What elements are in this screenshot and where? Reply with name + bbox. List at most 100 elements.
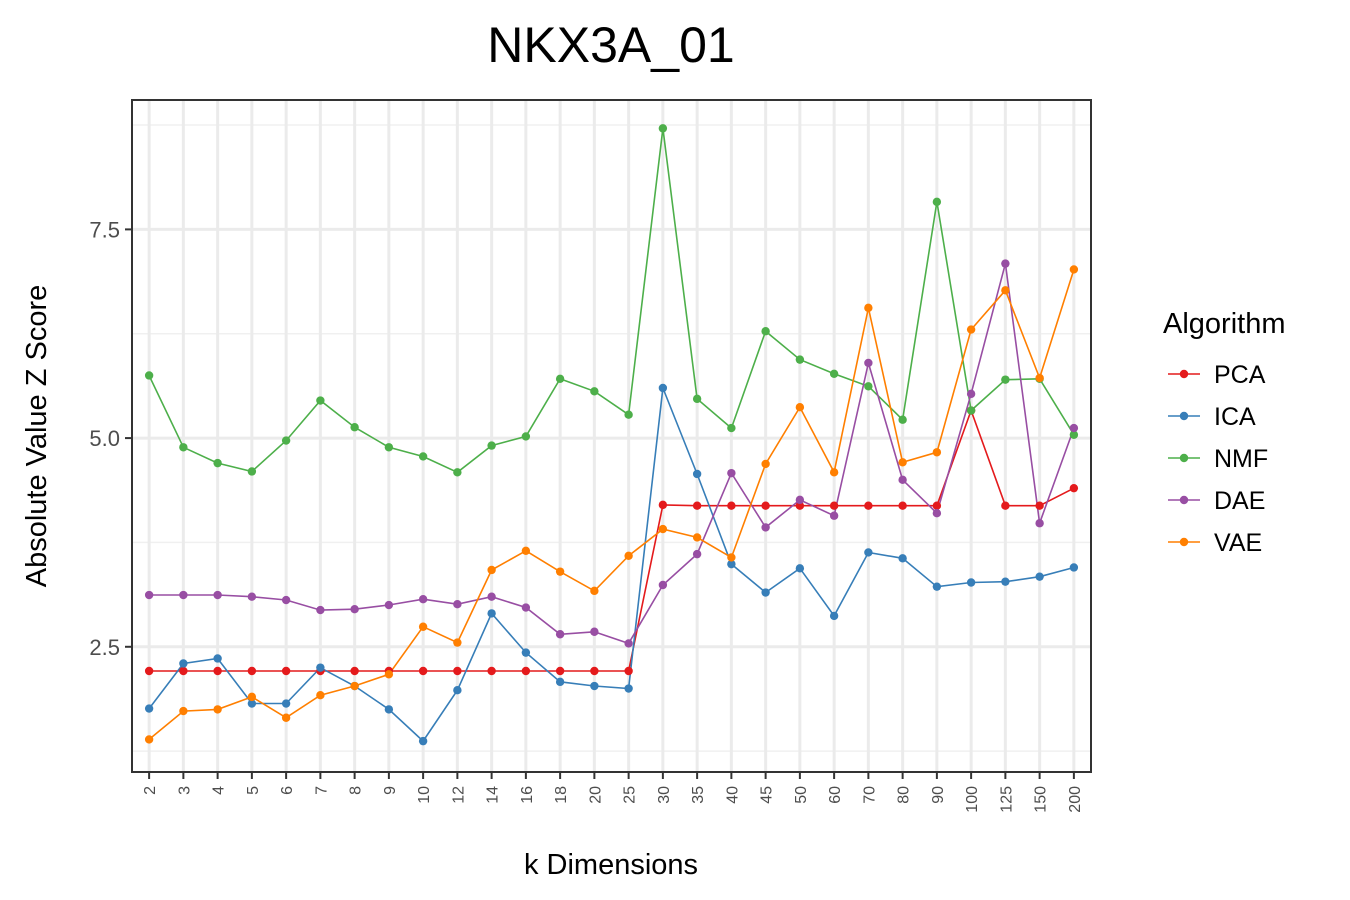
point-nmf-6 — [281, 436, 291, 445]
point-pca-16 — [521, 666, 531, 676]
point-nmf-60 — [829, 369, 839, 379]
point-dae-40 — [727, 468, 736, 478]
x-tick-label: 80 — [896, 786, 913, 804]
x-tick-label: 10 — [416, 786, 433, 804]
legend-title: Algorithm — [1163, 308, 1286, 340]
point-vae-90 — [932, 448, 942, 457]
point-dae-18 — [555, 630, 565, 639]
point-vae-14 — [487, 565, 496, 575]
point-vae-70 — [864, 303, 873, 313]
point-pca-90 — [932, 501, 942, 510]
point-pca-20 — [590, 666, 599, 676]
point-pca-6 — [281, 666, 291, 676]
point-nmf-50 — [795, 355, 805, 364]
point-pca-18 — [555, 666, 565, 676]
series-line-dae — [149, 263, 1075, 645]
point-nmf-5 — [247, 467, 257, 476]
point-pca-3 — [179, 666, 188, 676]
point-dae-20 — [590, 627, 599, 636]
point-pca-10 — [418, 666, 428, 676]
point-pca-45 — [761, 501, 770, 510]
point-nmf-70 — [864, 382, 873, 391]
x-tick-label: 3 — [176, 786, 193, 795]
point-dae-7 — [316, 605, 325, 615]
x-tick-label: 7 — [313, 786, 330, 795]
legend-key-point-pca — [1179, 369, 1189, 379]
legend-label-nmf: NMF — [1214, 445, 1268, 473]
legend-label-pca: PCA — [1214, 361, 1266, 389]
point-ica-7 — [316, 663, 325, 672]
point-dae-150 — [1035, 519, 1044, 528]
point-vae-80 — [898, 458, 907, 467]
legend-key-point-vae — [1179, 537, 1189, 547]
point-ica-18 — [555, 677, 565, 687]
point-ica-14 — [487, 609, 496, 618]
point-nmf-100 — [966, 406, 976, 415]
point-vae-100 — [966, 325, 976, 334]
point-ica-35 — [692, 469, 702, 479]
series-layer — [144, 124, 1079, 746]
point-vae-150 — [1035, 373, 1044, 383]
point-dae-12 — [453, 600, 462, 609]
y-axis-title: Absolute Value Z Score — [21, 285, 53, 588]
point-dae-10 — [418, 595, 428, 604]
point-nmf-200 — [1069, 430, 1079, 439]
point-nmf-35 — [692, 394, 702, 404]
point-dae-6 — [281, 595, 291, 605]
point-ica-4 — [213, 654, 222, 663]
point-vae-125 — [1001, 286, 1010, 295]
x-tick-label: 4 — [211, 786, 228, 795]
point-nmf-8 — [350, 423, 359, 432]
y-tick-label: 7.5 — [89, 217, 120, 242]
point-nmf-10 — [418, 452, 428, 461]
x-tick-label: 8 — [348, 786, 365, 795]
point-ica-70 — [864, 548, 873, 557]
point-dae-80 — [898, 475, 907, 485]
point-pca-12 — [453, 666, 462, 676]
point-dae-100 — [966, 389, 976, 399]
point-vae-7 — [316, 691, 325, 700]
point-vae-30 — [658, 524, 668, 534]
x-tick-label: 16 — [519, 786, 536, 804]
point-nmf-90 — [932, 197, 942, 207]
x-tick-label: 12 — [450, 786, 467, 804]
series-line-vae — [148, 269, 1075, 741]
point-dae-14 — [487, 592, 496, 601]
point-dae-70 — [864, 358, 873, 368]
axes: 2.55.07.52 3 4 5 6 7 8 9 10 12 14 16 18 20 25 30 35 40 45 5… — [89, 217, 1083, 812]
point-nmf-80 — [898, 415, 907, 424]
x-tick-label: 200 — [1067, 786, 1084, 813]
point-ica-60 — [829, 611, 839, 621]
x-tick-label: 9 — [382, 786, 399, 795]
x-tick-label: 18 — [553, 786, 570, 804]
point-nmf-40 — [727, 423, 736, 433]
point-vae-3 — [179, 706, 188, 716]
point-pca-40 — [727, 501, 736, 510]
point-vae-12 — [453, 638, 462, 647]
point-vae-25 — [624, 551, 633, 560]
point-ica-30 — [658, 383, 668, 393]
x-tick-label: 20 — [587, 786, 604, 804]
point-ica-25 — [624, 684, 633, 693]
point-pca-200 — [1069, 483, 1079, 493]
x-tick-label: 70 — [861, 786, 878, 804]
point-dae-50 — [795, 495, 805, 505]
point-vae-6 — [281, 713, 291, 722]
point-pca-25 — [624, 666, 633, 676]
point-vae-2 — [144, 735, 154, 744]
point-ica-2 — [144, 704, 154, 713]
point-dae-35 — [692, 549, 702, 559]
legend-label-dae: DAE — [1214, 487, 1265, 515]
legend-key-point-nmf — [1179, 453, 1189, 463]
legend-key-point-dae — [1179, 495, 1189, 505]
point-pca-5 — [247, 666, 257, 676]
point-ica-80 — [898, 554, 907, 563]
point-vae-35 — [692, 533, 702, 542]
point-nmf-3 — [179, 443, 188, 452]
point-dae-5 — [247, 592, 257, 601]
point-nmf-25 — [624, 410, 633, 419]
point-dae-4 — [213, 590, 222, 600]
point-pca-30 — [658, 500, 668, 510]
